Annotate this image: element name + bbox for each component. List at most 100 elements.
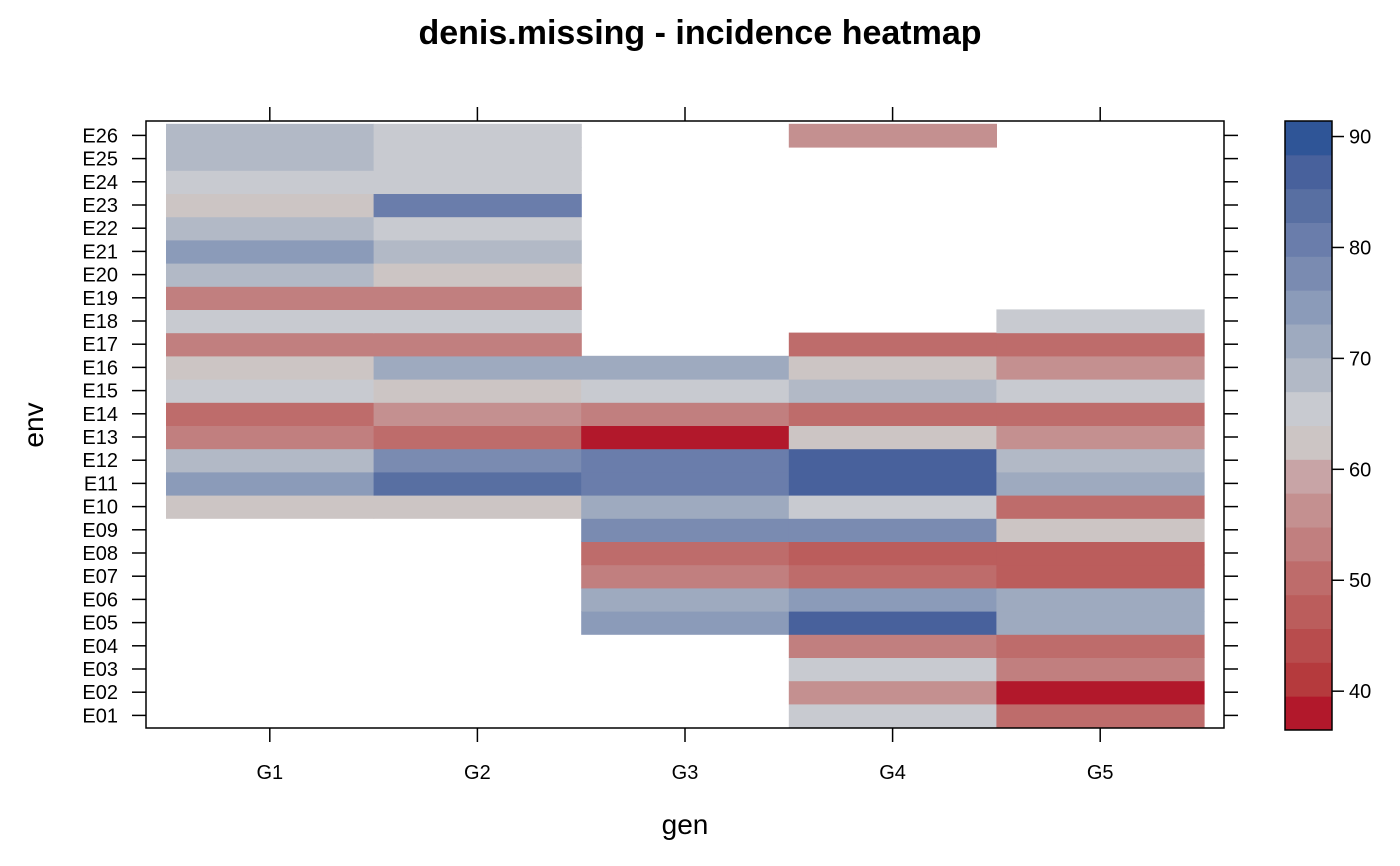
heatmap-cell	[996, 564, 1205, 589]
heatmap-cell	[373, 286, 582, 310]
heatmap-cell	[581, 518, 790, 542]
heatmap-cell	[166, 286, 375, 310]
heatmap-cell	[788, 518, 997, 542]
heatmap-cell	[788, 611, 997, 635]
colorbar-bin	[1285, 154, 1332, 190]
colorbar-bin	[1285, 357, 1332, 393]
heatmap-cell	[996, 611, 1205, 635]
x-tick-label: G4	[879, 762, 906, 784]
colorbar-bin	[1285, 391, 1332, 426]
heatmap-cell	[373, 263, 582, 287]
heatmap-cell	[166, 193, 375, 218]
heatmap-cell	[373, 147, 582, 171]
heatmap-cell	[166, 170, 375, 194]
heatmap-cell	[996, 379, 1205, 403]
heatmap-cell	[788, 680, 997, 705]
y-tick-label: E16	[82, 357, 118, 379]
y-tick-label: E06	[82, 589, 118, 611]
y-tick-label: E11	[84, 473, 118, 495]
y-tick-label: E13	[82, 427, 118, 449]
colorbar-bin	[1285, 560, 1332, 596]
y-tick-label: E21	[82, 241, 118, 263]
colorbar-bin	[1285, 256, 1332, 291]
colorbar-bin	[1285, 290, 1332, 325]
heatmap-cell	[581, 402, 790, 426]
colorbar-bin	[1285, 222, 1332, 257]
heatmap-cell	[788, 541, 997, 566]
heatmap-cell	[788, 495, 997, 519]
colorbar-bin	[1285, 425, 1332, 460]
heatmap-cell	[166, 147, 375, 171]
colorbar-bin	[1285, 324, 1332, 359]
heatmap-cell	[166, 216, 375, 241]
heatmap-cell	[373, 425, 582, 450]
heatmap-cell	[996, 680, 1205, 705]
heatmap-cell	[788, 123, 997, 148]
heatmap-cell	[166, 332, 375, 357]
heatmap-cell	[166, 471, 375, 496]
heatmap-cell	[788, 703, 997, 728]
heatmap-cell	[581, 425, 790, 450]
heatmap-cell	[581, 541, 790, 566]
heatmap-cell	[373, 379, 582, 403]
y-tick-label: E20	[82, 265, 118, 287]
heatmap-cell	[166, 402, 375, 426]
heatmap-cell	[373, 170, 582, 194]
colorbar-bin	[1285, 662, 1332, 697]
y-tick-label: E03	[82, 659, 118, 681]
y-axis: E01E02E03E04E05E06E07E08E09E10E11E12E13E…	[82, 125, 1238, 727]
heatmap-cell	[581, 587, 790, 612]
y-tick-label: E25	[82, 149, 118, 171]
colorbar-bin	[1285, 594, 1332, 629]
heatmap-cell	[581, 611, 790, 635]
colorbar-bin	[1285, 696, 1332, 731]
x-axis-title: gen	[662, 809, 709, 840]
y-tick-label: E23	[82, 195, 118, 217]
heatmap-cell	[788, 425, 997, 450]
heatmap-cell	[373, 123, 582, 148]
heatmap-cell	[166, 495, 375, 519]
y-tick-label: E14	[82, 404, 118, 426]
heatmap-cell	[166, 263, 375, 287]
y-tick-label: E01	[82, 705, 118, 727]
heatmap-cell	[373, 402, 582, 426]
heatmap-cell	[996, 703, 1205, 728]
heatmap-cell	[788, 471, 997, 496]
heatmap-cell	[788, 657, 997, 682]
heatmap-cell	[996, 495, 1205, 519]
y-tick-label: E19	[82, 288, 118, 310]
y-tick-label: E22	[82, 218, 118, 240]
heatmap-cell	[373, 332, 582, 357]
y-tick-label: E04	[82, 636, 118, 658]
colorbar: 40 50 60 70 80 90	[1284, 120, 1371, 731]
y-tick-label: E26	[82, 125, 118, 147]
heatmap-cell	[996, 587, 1205, 612]
x-tick-label: G2	[464, 762, 491, 784]
colorbar-bin	[1285, 628, 1332, 663]
heatmap-cell	[166, 309, 375, 334]
heatmap-cell	[996, 332, 1205, 357]
heatmap-cell	[996, 425, 1205, 450]
heatmap-cell	[996, 355, 1205, 380]
colorbar-bin	[1285, 493, 1332, 528]
colorbar-tick-label: 40	[1349, 681, 1371, 703]
heatmap-cell	[581, 379, 790, 403]
heatmap-cell	[996, 634, 1205, 658]
y-tick-label: E09	[82, 520, 118, 542]
colorbar-bin	[1285, 527, 1332, 562]
colorbar-tick-label: 50	[1349, 570, 1371, 592]
heatmap-cell	[373, 309, 582, 334]
heatmap-cells	[166, 123, 1205, 728]
heatmap-cell	[373, 471, 582, 496]
y-tick-label: E24	[82, 172, 118, 194]
heatmap-cell	[788, 332, 997, 357]
colorbar-bin	[1285, 121, 1332, 156]
x-tick-label: G5	[1087, 762, 1114, 784]
heatmap-cell	[788, 634, 997, 658]
colorbar-tick-label: 60	[1349, 459, 1371, 481]
heatmap-cell	[373, 495, 582, 519]
y-tick-label: E02	[82, 682, 118, 704]
y-tick-label: E12	[82, 450, 118, 472]
heatmap-cell	[996, 402, 1205, 426]
